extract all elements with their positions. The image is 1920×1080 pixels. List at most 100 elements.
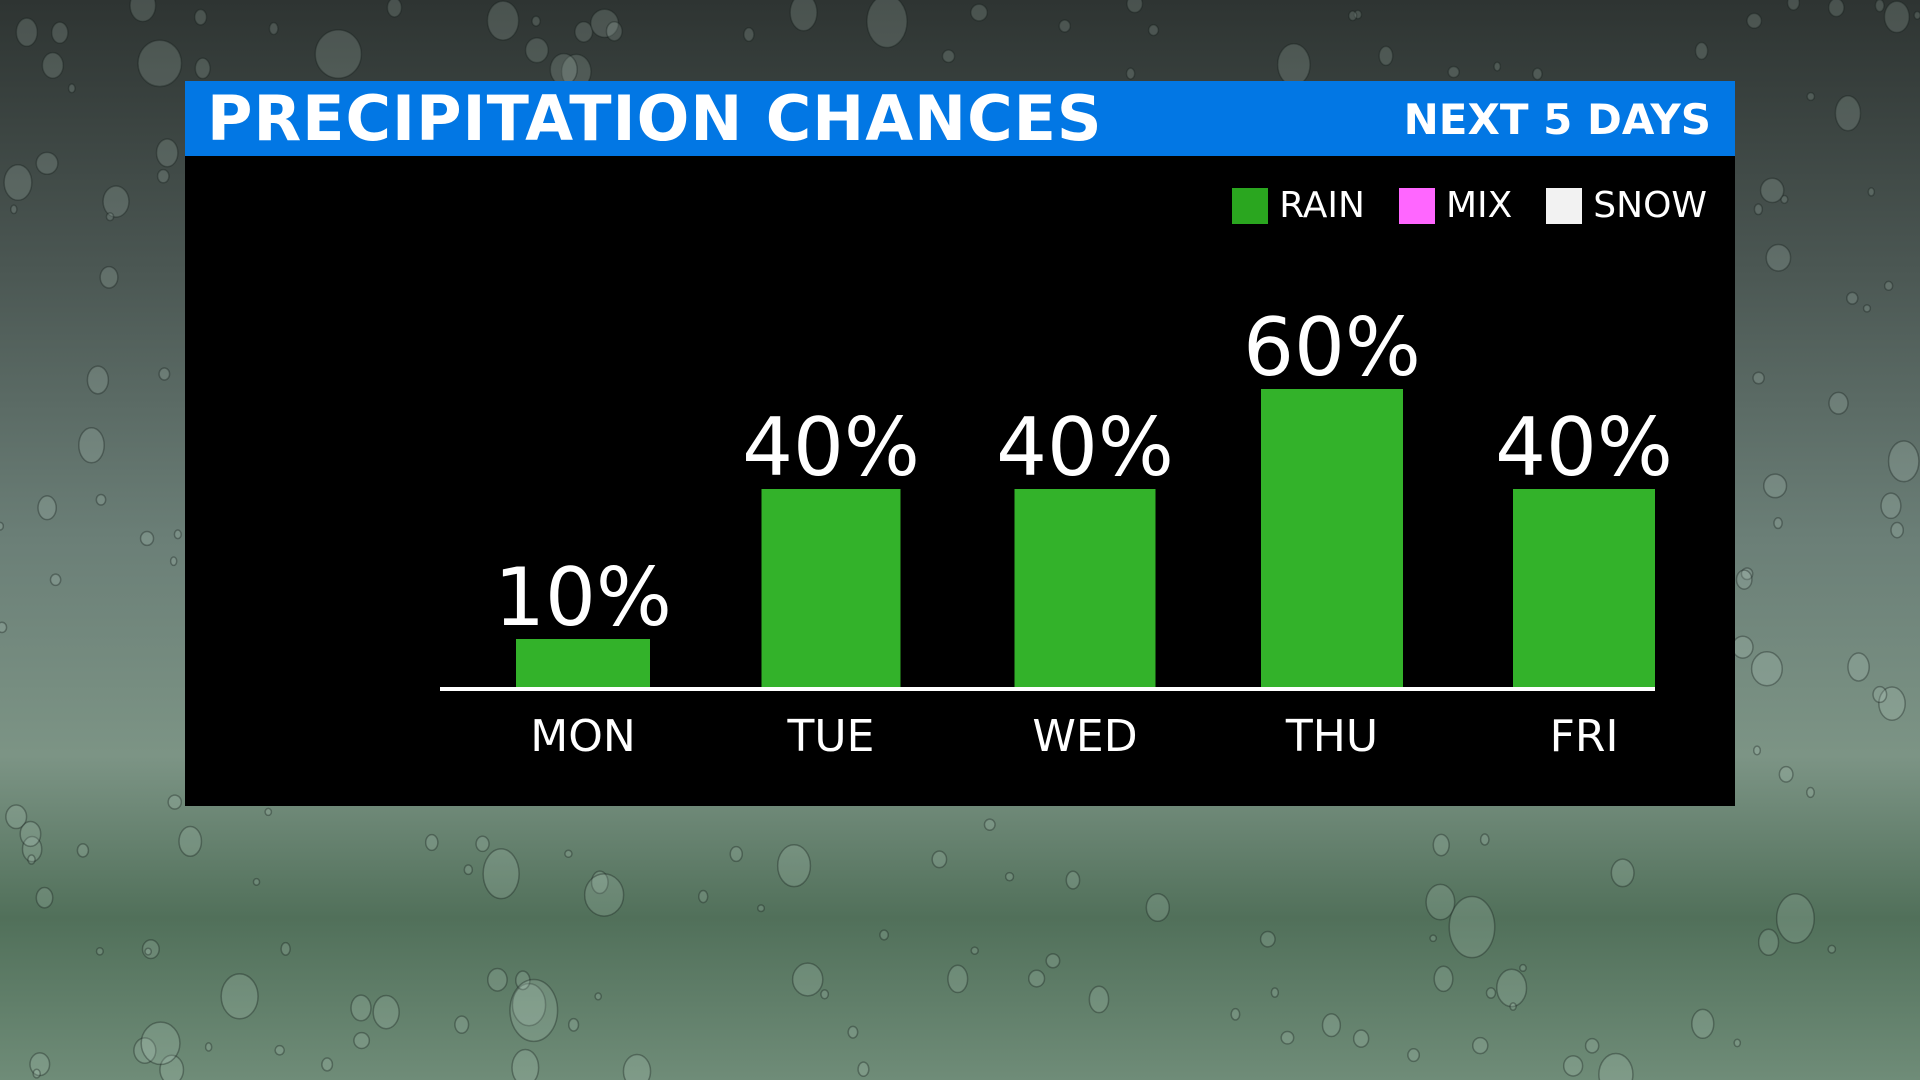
raindrop bbox=[1433, 965, 1454, 993]
raindrop bbox=[1878, 686, 1906, 721]
raindrop bbox=[1088, 985, 1110, 1014]
raindrop bbox=[1880, 492, 1902, 520]
legend-item-mix: MIX bbox=[1398, 186, 1512, 226]
raindrop bbox=[567, 1017, 580, 1032]
raindrop bbox=[1321, 1013, 1342, 1038]
raindrop bbox=[970, 946, 979, 955]
raindrop bbox=[594, 992, 602, 1001]
raindrop bbox=[1883, 280, 1894, 292]
raindrop bbox=[3, 163, 33, 202]
legend-label: RAIN bbox=[1279, 185, 1365, 226]
bar-tue bbox=[761, 489, 901, 689]
raindrop bbox=[1827, 944, 1837, 954]
raindrop bbox=[1733, 1038, 1742, 1048]
raindrop bbox=[820, 989, 830, 1000]
raindrop bbox=[475, 835, 490, 853]
raindrop bbox=[0, 621, 8, 634]
raindrop bbox=[524, 37, 549, 64]
raindrop bbox=[1407, 1047, 1421, 1063]
x-tick-label: FRI bbox=[1550, 711, 1619, 762]
raindrop bbox=[158, 367, 171, 381]
raindrop bbox=[622, 1053, 652, 1080]
raindrop bbox=[1846, 291, 1859, 305]
raindrop bbox=[1058, 19, 1072, 33]
raindrop bbox=[268, 21, 279, 36]
bar-wed bbox=[1014, 489, 1156, 689]
raindrop bbox=[169, 556, 178, 567]
raindrop bbox=[1913, 10, 1920, 20]
value-label: 40% bbox=[1495, 401, 1673, 494]
raindrop bbox=[1786, 0, 1801, 11]
raindrop bbox=[1125, 67, 1136, 80]
legend-item-snow: SNOW bbox=[1546, 186, 1707, 226]
raindrop bbox=[590, 870, 609, 895]
raindrop bbox=[21, 835, 43, 863]
x-tick-label: WED bbox=[1032, 711, 1137, 762]
raindrop bbox=[1806, 786, 1815, 799]
raindrop bbox=[1230, 1007, 1241, 1021]
legend-swatch-rain bbox=[1232, 188, 1269, 224]
raindrop bbox=[105, 212, 115, 222]
raindrop bbox=[1276, 42, 1311, 87]
raindrop bbox=[970, 3, 989, 22]
raindrop bbox=[1778, 765, 1794, 783]
raindrop bbox=[757, 904, 766, 913]
raindrop bbox=[1834, 95, 1862, 132]
raindrop bbox=[1429, 934, 1438, 943]
raindrop bbox=[531, 15, 541, 27]
raindrop bbox=[1479, 833, 1490, 846]
raindrop bbox=[67, 83, 76, 94]
raindrop bbox=[1780, 194, 1789, 205]
raindrop bbox=[1425, 883, 1456, 921]
raindrop bbox=[19, 820, 42, 848]
raindrop bbox=[698, 889, 709, 904]
raindrop bbox=[159, 1054, 185, 1080]
raindrop bbox=[1883, 0, 1910, 34]
legend-label: SNOW bbox=[1593, 185, 1707, 226]
raindrop bbox=[729, 845, 743, 863]
raindrop bbox=[1485, 987, 1497, 999]
bar-mon bbox=[516, 639, 650, 689]
raindrop bbox=[78, 426, 105, 464]
raindrop bbox=[847, 1025, 859, 1039]
raindrop bbox=[1731, 635, 1754, 659]
value-label: 40% bbox=[742, 401, 920, 494]
raindrop bbox=[589, 8, 620, 39]
raindrop bbox=[5, 804, 28, 830]
raindrop bbox=[314, 29, 363, 79]
raindrop bbox=[35, 151, 59, 176]
raindrop bbox=[509, 978, 559, 1043]
raindrop bbox=[220, 973, 259, 1020]
raindrop bbox=[1270, 987, 1280, 998]
raindrop bbox=[1746, 12, 1763, 29]
value-label: 40% bbox=[996, 401, 1174, 494]
raindrop bbox=[941, 49, 956, 64]
legend-item-rain: RAIN bbox=[1232, 186, 1365, 226]
raindrop bbox=[1735, 569, 1753, 590]
raindrop bbox=[280, 941, 291, 956]
value-label: 10% bbox=[494, 551, 672, 644]
raindrop bbox=[144, 947, 153, 956]
raindrop bbox=[76, 843, 90, 858]
raindrop bbox=[1890, 521, 1904, 539]
raindrop bbox=[32, 1068, 41, 1079]
raindrop bbox=[1847, 652, 1870, 682]
raindrop bbox=[1752, 371, 1765, 385]
raindrop bbox=[1775, 893, 1815, 944]
legend: RAIN MIX SNOW bbox=[1198, 186, 1707, 226]
raindrop bbox=[129, 0, 157, 23]
x-tick-label: THU bbox=[1285, 711, 1378, 762]
raindrop bbox=[776, 844, 812, 888]
raindrop bbox=[1378, 45, 1394, 67]
raindrop bbox=[1353, 9, 1363, 20]
raindrop bbox=[1806, 91, 1816, 102]
raindrop bbox=[574, 20, 594, 43]
raindrop bbox=[486, 0, 520, 41]
raindrop bbox=[350, 994, 372, 1022]
raindrop bbox=[29, 1052, 51, 1077]
raindrop bbox=[1752, 745, 1762, 756]
header-bar: PRECIPITATION CHANCES NEXT 5 DAYS bbox=[185, 81, 1735, 156]
raindrop bbox=[424, 833, 439, 852]
raindrop bbox=[15, 17, 39, 48]
